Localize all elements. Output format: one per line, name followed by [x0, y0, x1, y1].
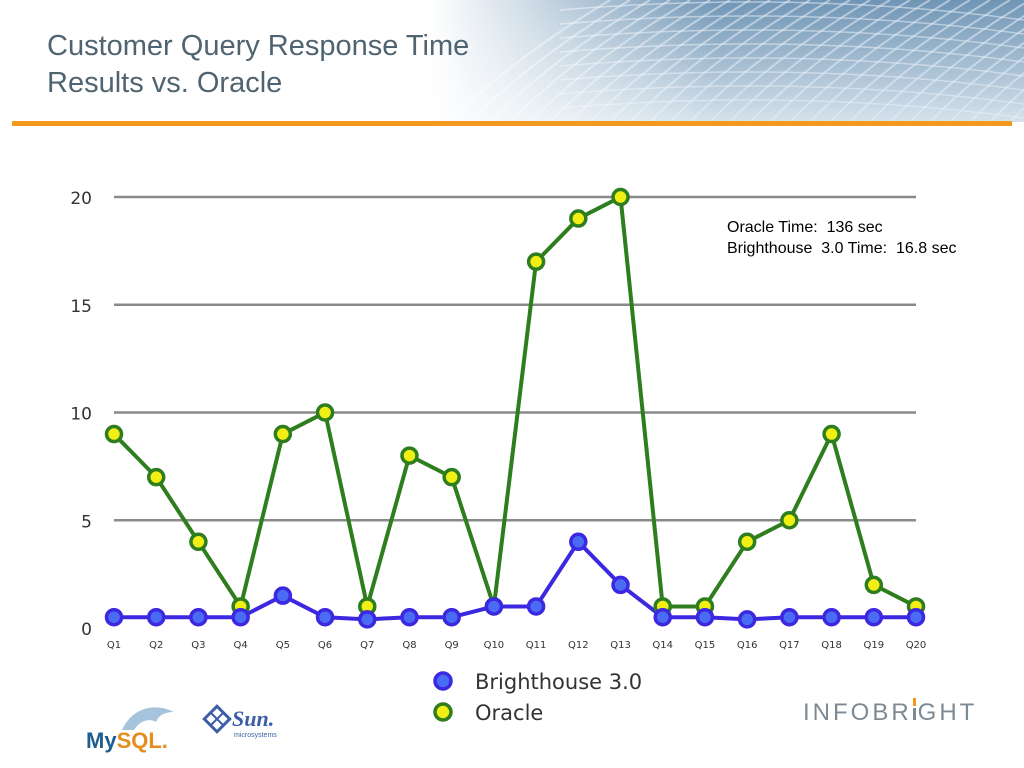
x-tick-label: Q13 [610, 640, 631, 651]
infobright-logo-text-2: GHT [917, 699, 978, 726]
oracle-point [737, 532, 757, 552]
x-tick-label: Q9 [445, 640, 459, 651]
dolphin-icon [122, 707, 174, 730]
x-tick-label: Q7 [360, 640, 374, 651]
oracle-point [400, 446, 419, 465]
x-tick-label: Q8 [402, 640, 416, 651]
header-background-image [0, 0, 1024, 122]
oracle-point [822, 424, 841, 444]
brighthouse-point [189, 607, 208, 627]
y-tick-label: 0 [81, 620, 92, 640]
x-tick-label: Q1 [107, 640, 121, 651]
sun-logo-text: Sun. [232, 706, 275, 731]
brighthouse-point [442, 607, 461, 627]
legend-marker-oracle [433, 702, 453, 722]
chart-annotation: Oracle Time: 136 sec Brighthouse 3.0 Tim… [727, 217, 987, 259]
accent-divider [12, 121, 1012, 126]
brighthouse-point [611, 575, 630, 595]
brighthouse-point [484, 597, 504, 616]
sun-logo-subtext: microsystems [234, 732, 277, 739]
oracle-point [315, 403, 335, 422]
x-tick-label: Q6 [318, 640, 332, 651]
mysql-logo-text-sql: SQL. [116, 728, 168, 753]
brighthouse-point [653, 607, 672, 627]
x-tick-label: Q2 [149, 640, 163, 651]
brighthouse-point [358, 610, 377, 629]
infobright-logo-text-1: INFOBR [803, 699, 912, 726]
oracle-point [526, 252, 546, 271]
x-tick-label: Q4 [234, 640, 248, 651]
brighthouse-point [695, 607, 715, 627]
x-tick-label: Q20 [906, 640, 927, 651]
infobright-logo: INFOBR GHT [803, 696, 977, 727]
slide-header: Customer Query Response Time Results vs.… [0, 0, 1024, 122]
brighthouse-point [400, 607, 419, 627]
brighthouse-point [569, 532, 588, 552]
brighthouse-point [526, 597, 546, 616]
brighthouse-point [906, 607, 926, 627]
oracle-point [104, 424, 124, 444]
annotation-brighthouse-time: Brighthouse 3.0 Time: 16.8 sec [727, 240, 957, 257]
oracle-point [273, 424, 293, 444]
brighthouse-point [737, 610, 757, 629]
x-tick-label: Q19 [863, 640, 884, 651]
oracle-point [146, 467, 166, 487]
legend-label-brighthouse: Brighthouse 3.0 [475, 670, 642, 694]
x-tick-label: Q11 [526, 640, 547, 651]
mysql-logo-text-my: My [86, 728, 117, 753]
legend-label-oracle: Oracle [475, 701, 543, 725]
x-tick-label: Q3 [191, 640, 205, 651]
infobright-i-mark-icon [912, 698, 918, 722]
oracle-point [569, 209, 588, 228]
annotation-oracle-time: Oracle Time: 136 sec [727, 219, 883, 236]
mysql-logo: MySQL. [84, 700, 204, 760]
x-tick-label: Q15 [695, 640, 716, 651]
y-tick-label: 20 [70, 189, 92, 209]
legend-marker-brighthouse [433, 671, 453, 691]
oracle-point [780, 511, 799, 530]
x-tick-label: Q14 [652, 640, 673, 651]
brighthouse-point [104, 607, 124, 627]
oracle-point [611, 187, 630, 207]
x-tick-label: Q18 [821, 640, 842, 651]
x-tick-label: Q12 [568, 640, 589, 651]
y-tick-label: 5 [81, 512, 92, 532]
brighthouse-point [273, 586, 293, 605]
oracle-point [442, 467, 461, 487]
sun-emblem-icon [202, 704, 232, 734]
brighthouse-point [231, 607, 250, 627]
sun-logo: Sun. microsystems [200, 700, 290, 760]
x-tick-label: Q16 [737, 640, 758, 651]
y-tick-label: 10 [70, 405, 92, 425]
y-tick-label: 15 [70, 297, 92, 317]
slide-title-line-1: Customer Query Response Time [47, 30, 470, 62]
x-tick-label: Q10 [484, 640, 505, 651]
oracle-point [189, 532, 208, 552]
x-tick-label: Q17 [779, 640, 800, 651]
brighthouse-point [146, 607, 166, 627]
brighthouse-point [315, 607, 335, 627]
oracle-point [864, 575, 884, 595]
brighthouse-point [864, 607, 884, 627]
x-tick-label: Q5 [276, 640, 290, 651]
brighthouse-point [822, 607, 841, 627]
slide-title-line-2: Results vs. Oracle [47, 67, 283, 99]
brighthouse-point [780, 607, 799, 627]
